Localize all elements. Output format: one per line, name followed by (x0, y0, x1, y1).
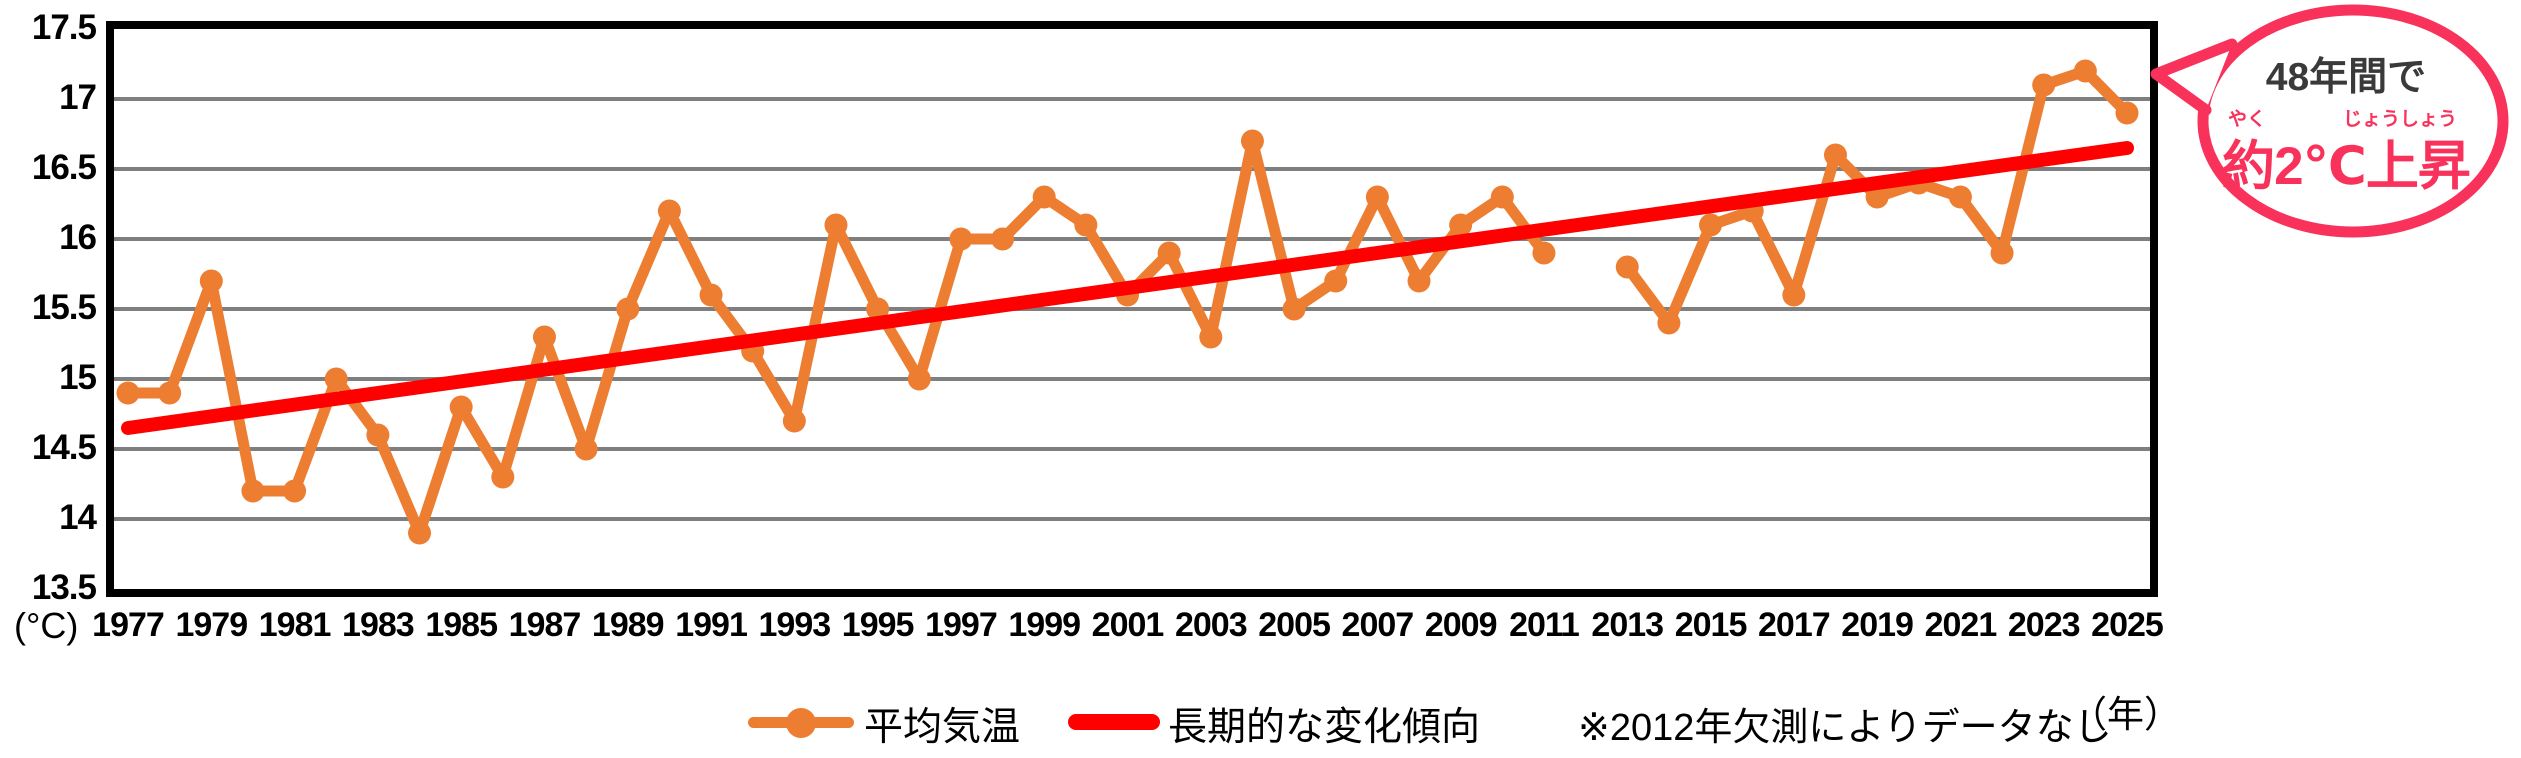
x-axis-tick-label: 2023 (2007, 606, 2081, 644)
x-axis-tick-label: 1977 (92, 606, 165, 644)
trend-legend-marker (1068, 714, 1160, 730)
callout-furigana-yaku: やく (2227, 109, 2267, 130)
x-axis-tick-label: 2005 (1258, 606, 1331, 644)
y-axis-tick-label: 14.5 (31, 428, 97, 468)
y-axis-tick-label: 17 (59, 78, 97, 118)
x-axis-tick-label: 1987 (508, 606, 582, 644)
x-axis-tick-label: 1981 (258, 606, 332, 644)
x-axis-tick-label: 1989 (591, 606, 665, 644)
y-axis-tick-label: 15.5 (31, 288, 97, 328)
speech-bubble-tail (2150, 38, 2238, 116)
x-axis-tick-label: 2015 (1674, 606, 1748, 644)
x-axis-tick-label: 1983 (342, 606, 415, 644)
speech-bubble-shape (2150, 4, 2509, 238)
x-axis-tick-label: 2013 (1591, 606, 1664, 644)
x-axis-tick-label: 1991 (675, 606, 748, 644)
missing-data-note: ※2012年欠測によりデータなし (1578, 707, 2112, 749)
x-axis-unit-label: （年） (2070, 694, 2181, 735)
line-chart-canvas (114, 59, 2150, 545)
callout-heading: 48年間で (2265, 56, 2427, 99)
x-axis-tick-label: 2019 (1841, 606, 1914, 644)
x-axis-tick-label: 2017 (1758, 606, 1831, 644)
speech-bubble-body (2197, 4, 2509, 238)
avg-temp-legend-dot-icon (786, 707, 816, 738)
x-axis-tick-label: 1979 (175, 606, 248, 644)
trend-legend-label: 長期的な変化傾向 (1168, 706, 1481, 749)
x-axis-tick-label: 2007 (1341, 606, 1415, 644)
callout-main-text: 約2℃上昇 (2222, 137, 2471, 196)
y-axis-tick-label: 15 (59, 358, 97, 398)
y-axis-unit-label: (°C) (14, 605, 79, 646)
x-axis-tick-label: 2009 (1424, 606, 1498, 644)
x-axis-tick-label: 2021 (1924, 606, 1998, 644)
y-axis-tick-label: 14 (59, 498, 97, 538)
y-axis-tick-label: 16.5 (31, 148, 97, 188)
x-axis-tick-label: 1999 (1008, 606, 1081, 644)
x-axis-tick-label: 2011 (1509, 606, 1580, 644)
x-axis-tick-label: 1997 (925, 606, 998, 644)
x-axis-tick-label: 1995 (841, 606, 915, 644)
x-axis-tick-label: 1985 (425, 606, 498, 644)
avg-temp-legend-label: 平均気温 (864, 706, 1021, 749)
x-axis-tick-label: 1993 (758, 606, 832, 644)
x-axis-tick-label: 2025 (2091, 606, 2164, 644)
callout-furigana-joushou: じょうしょう (2342, 109, 2458, 130)
y-axis-tick-label: 16 (59, 218, 97, 258)
y-axis-tick-label: 17.5 (31, 8, 97, 48)
avg-temp-legend-marker (748, 707, 854, 738)
x-axis-tick-label: 2003 (1174, 606, 1248, 644)
x-axis-tick-label: 2001 (1091, 606, 1165, 644)
y-axis-tick-label: 13.5 (31, 568, 97, 608)
plot-area (106, 21, 2158, 597)
